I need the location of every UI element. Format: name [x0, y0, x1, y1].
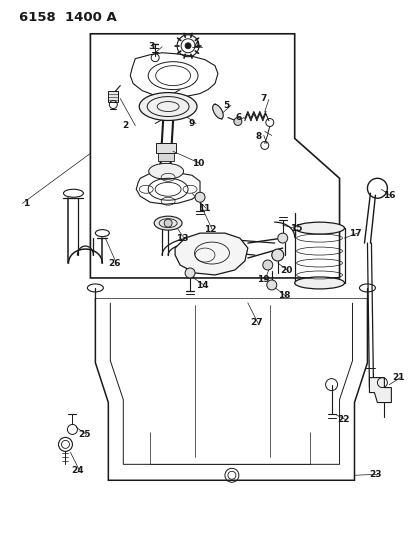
Text: 22: 22: [337, 415, 349, 424]
Ellipse shape: [139, 93, 197, 120]
Polygon shape: [156, 143, 176, 154]
Text: 17: 17: [348, 229, 361, 238]
Text: 14: 14: [196, 281, 208, 290]
Text: 5: 5: [222, 101, 229, 110]
Text: 6: 6: [235, 113, 242, 122]
Circle shape: [271, 249, 283, 261]
Ellipse shape: [212, 104, 222, 119]
Circle shape: [164, 219, 172, 227]
Text: 21: 21: [391, 373, 404, 382]
Text: 3: 3: [148, 42, 154, 51]
Polygon shape: [158, 154, 174, 161]
Text: 7: 7: [260, 94, 267, 103]
Ellipse shape: [294, 277, 344, 289]
Text: 15: 15: [289, 224, 301, 232]
Text: 4: 4: [193, 41, 200, 50]
Text: 11: 11: [198, 204, 210, 213]
Circle shape: [277, 233, 287, 243]
Text: 24: 24: [71, 466, 84, 475]
Circle shape: [266, 280, 276, 290]
Text: 27: 27: [249, 318, 262, 327]
Text: 10: 10: [191, 159, 204, 168]
Circle shape: [184, 268, 195, 278]
Text: 20: 20: [280, 266, 292, 276]
Circle shape: [184, 43, 191, 49]
Text: 13: 13: [176, 233, 188, 243]
Circle shape: [233, 117, 241, 125]
Polygon shape: [369, 377, 391, 402]
Text: 19: 19: [256, 276, 269, 285]
Text: 16: 16: [382, 191, 395, 200]
Ellipse shape: [154, 216, 182, 230]
Text: 26: 26: [108, 259, 121, 268]
Text: 1: 1: [22, 199, 29, 208]
Text: 9: 9: [188, 119, 194, 128]
Polygon shape: [175, 233, 247, 275]
Text: 8: 8: [255, 132, 261, 141]
Text: 12: 12: [204, 224, 216, 233]
Ellipse shape: [294, 222, 344, 234]
Text: 25: 25: [78, 430, 91, 439]
Text: 2: 2: [122, 121, 128, 130]
Circle shape: [262, 260, 272, 270]
Text: 6158  1400 A: 6158 1400 A: [18, 11, 116, 25]
Polygon shape: [108, 91, 118, 102]
Circle shape: [195, 192, 204, 202]
Text: 18: 18: [277, 292, 290, 301]
Text: 23: 23: [369, 470, 381, 479]
Ellipse shape: [148, 163, 183, 179]
